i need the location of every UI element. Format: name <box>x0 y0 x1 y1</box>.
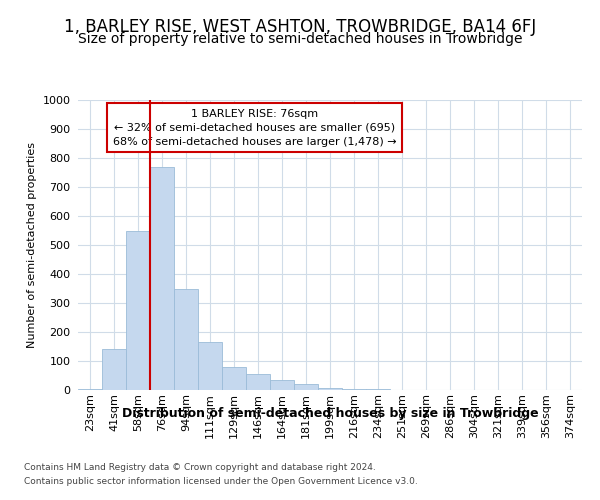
Bar <box>222 367 246 390</box>
Bar <box>342 389 366 390</box>
Text: 1, BARLEY RISE, WEST ASHTON, TROWBRIDGE, BA14 6FJ: 1, BARLEY RISE, WEST ASHTON, TROWBRIDGE,… <box>64 18 536 36</box>
Bar <box>198 342 222 390</box>
Text: Contains public sector information licensed under the Open Government Licence v3: Contains public sector information licen… <box>24 478 418 486</box>
Bar <box>150 166 174 390</box>
Text: Distribution of semi-detached houses by size in Trowbridge: Distribution of semi-detached houses by … <box>122 408 538 420</box>
Bar <box>174 288 198 390</box>
Bar <box>246 374 270 390</box>
Text: Size of property relative to semi-detached houses in Trowbridge: Size of property relative to semi-detach… <box>78 32 522 46</box>
Bar <box>318 388 342 390</box>
Bar <box>102 350 126 390</box>
Bar <box>270 380 294 390</box>
Bar <box>294 384 318 390</box>
Text: Contains HM Land Registry data © Crown copyright and database right 2024.: Contains HM Land Registry data © Crown c… <box>24 462 376 471</box>
Bar <box>126 231 150 390</box>
Y-axis label: Number of semi-detached properties: Number of semi-detached properties <box>27 142 37 348</box>
Text: 1 BARLEY RISE: 76sqm
← 32% of semi-detached houses are smaller (695)
68% of semi: 1 BARLEY RISE: 76sqm ← 32% of semi-detac… <box>113 108 396 146</box>
Bar <box>78 388 102 390</box>
